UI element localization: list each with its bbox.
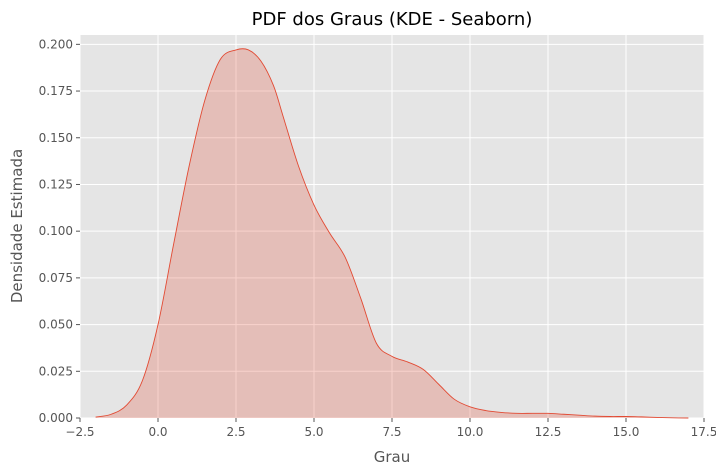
x-tick-label: 17.5: [691, 425, 716, 439]
y-axis-label: Densidade Estimada: [8, 149, 26, 303]
y-tick-label: 0.025: [39, 364, 73, 378]
y-tick-label: 0.000: [39, 411, 73, 425]
y-tick-label: 0.175: [39, 84, 73, 98]
y-tick-label: 0.050: [39, 318, 73, 332]
x-axis-label: Grau: [374, 448, 411, 466]
x-tick-label: 2.5: [226, 425, 245, 439]
x-tick-label: 0.0: [148, 425, 167, 439]
kde-line: [95, 48, 689, 419]
axis-ticks: −2.5 0.0 2.5 5.0 7.5 10.0 12.5 15.0 17.5 0.000 0.0…: [39, 37, 716, 439]
x-tick-label: −2.5: [65, 425, 94, 439]
chart-title: PDF dos Graus (KDE - Seaborn): [252, 9, 533, 30]
y-tick-label: 0.075: [39, 271, 73, 285]
x-tick-label: 7.5: [382, 425, 401, 439]
y-tick-label: 0.200: [39, 37, 73, 51]
x-tick-label: 5.0: [304, 425, 323, 439]
y-tick-label: 0.150: [39, 131, 73, 145]
kde-area-fill: [95, 48, 689, 418]
series-layer: [95, 48, 689, 419]
x-tick-label: 10.0: [457, 425, 484, 439]
y-tick-label: 0.100: [39, 224, 73, 238]
y-tick-label: 0.125: [39, 177, 73, 191]
x-tick-label: 12.5: [535, 425, 562, 439]
x-tick-label: 15.0: [613, 425, 640, 439]
